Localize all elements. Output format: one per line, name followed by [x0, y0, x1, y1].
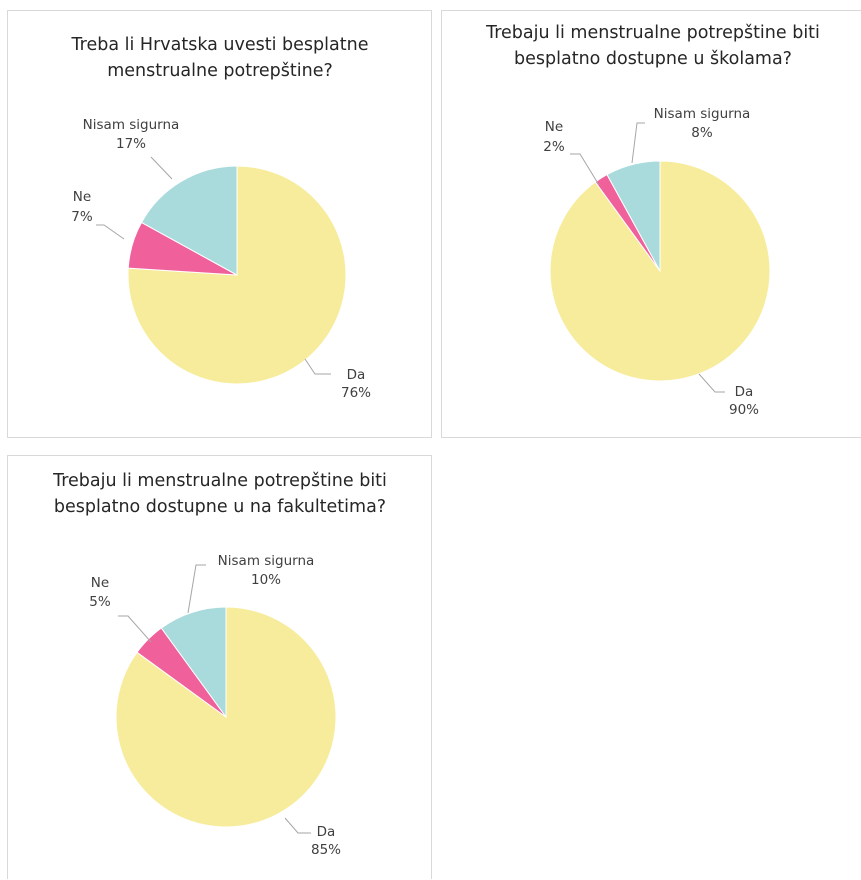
pie-slice-nisam-sigurna: [606, 160, 661, 272]
chart-title-line-2: menstrualne potrepštine?: [107, 61, 333, 81]
slice-label-ne: Ne: [545, 119, 563, 135]
slice-value-da: 90%: [729, 402, 759, 418]
chart-title-line-1: Trebaju li menstrualne potrepštine biti: [485, 23, 820, 43]
slice-label-nisam: Nisam sigurna: [218, 553, 315, 569]
chart-title-line-1: Treba li Hrvatska uvesti besplatne: [71, 35, 369, 55]
slice-label-ne: Ne: [73, 189, 91, 205]
slice-label-da: Da: [735, 384, 754, 400]
chart-panel-schools: Trebaju li menstrualne potrepštine biti …: [441, 10, 861, 438]
leader-line-da: [698, 373, 725, 393]
chart-title-line-2: besplatno dostupne u školama?: [514, 49, 792, 69]
pie-chart-svg: Treba li Hrvatska uvesti besplatne menst…: [71, 35, 372, 401]
slice-label-ne: Ne: [91, 575, 109, 591]
pie-chart-svg: Trebaju li menstrualne potrepštine biti …: [52, 471, 387, 858]
leader-line-nisam: [187, 564, 206, 614]
slice-label-da: Da: [347, 367, 366, 383]
leader-line-ne: [570, 153, 600, 186]
leader-line-nisam: [150, 156, 173, 180]
leader-line-da: [304, 358, 331, 375]
leader-line-da: [284, 817, 311, 834]
slice-value-nisam: 8%: [691, 125, 713, 141]
chart-panel-faculties: Trebaju li menstrualne potrepštine biti …: [7, 455, 432, 879]
pie-slices: [127, 165, 347, 385]
slice-value-da: 85%: [311, 842, 341, 858]
slice-value-nisam: 17%: [116, 136, 146, 152]
slice-value-ne: 7%: [71, 209, 93, 225]
slice-value-da: 76%: [341, 385, 371, 401]
chart-panel-croatia: Treba li Hrvatska uvesti besplatne menst…: [7, 10, 432, 438]
pie-chart-svg: Trebaju li menstrualne potrepštine biti …: [485, 23, 820, 418]
pie-slice-nisam-sigurna: [140, 165, 238, 276]
slice-value-nisam: 10%: [251, 572, 281, 588]
pie-slices: [549, 160, 771, 382]
chart-title-line-1: Trebaju li menstrualne potrepštine biti: [52, 471, 387, 491]
pie-slice-nisam-sigurna: [160, 606, 227, 719]
leader-line-ne: [96, 224, 125, 240]
leader-line-nisam: [631, 122, 645, 164]
slice-value-ne: 5%: [89, 594, 111, 610]
chart-title-line-2: besplatno dostupne u na fakultetima?: [54, 497, 386, 517]
slice-value-ne: 2%: [543, 139, 565, 155]
slice-label-nisam: Nisam sigurna: [83, 117, 180, 133]
pie-slices: [115, 606, 337, 828]
slice-label-da: Da: [317, 824, 336, 840]
leader-line-ne: [118, 615, 152, 643]
slice-label-nisam: Nisam sigurna: [654, 106, 751, 122]
